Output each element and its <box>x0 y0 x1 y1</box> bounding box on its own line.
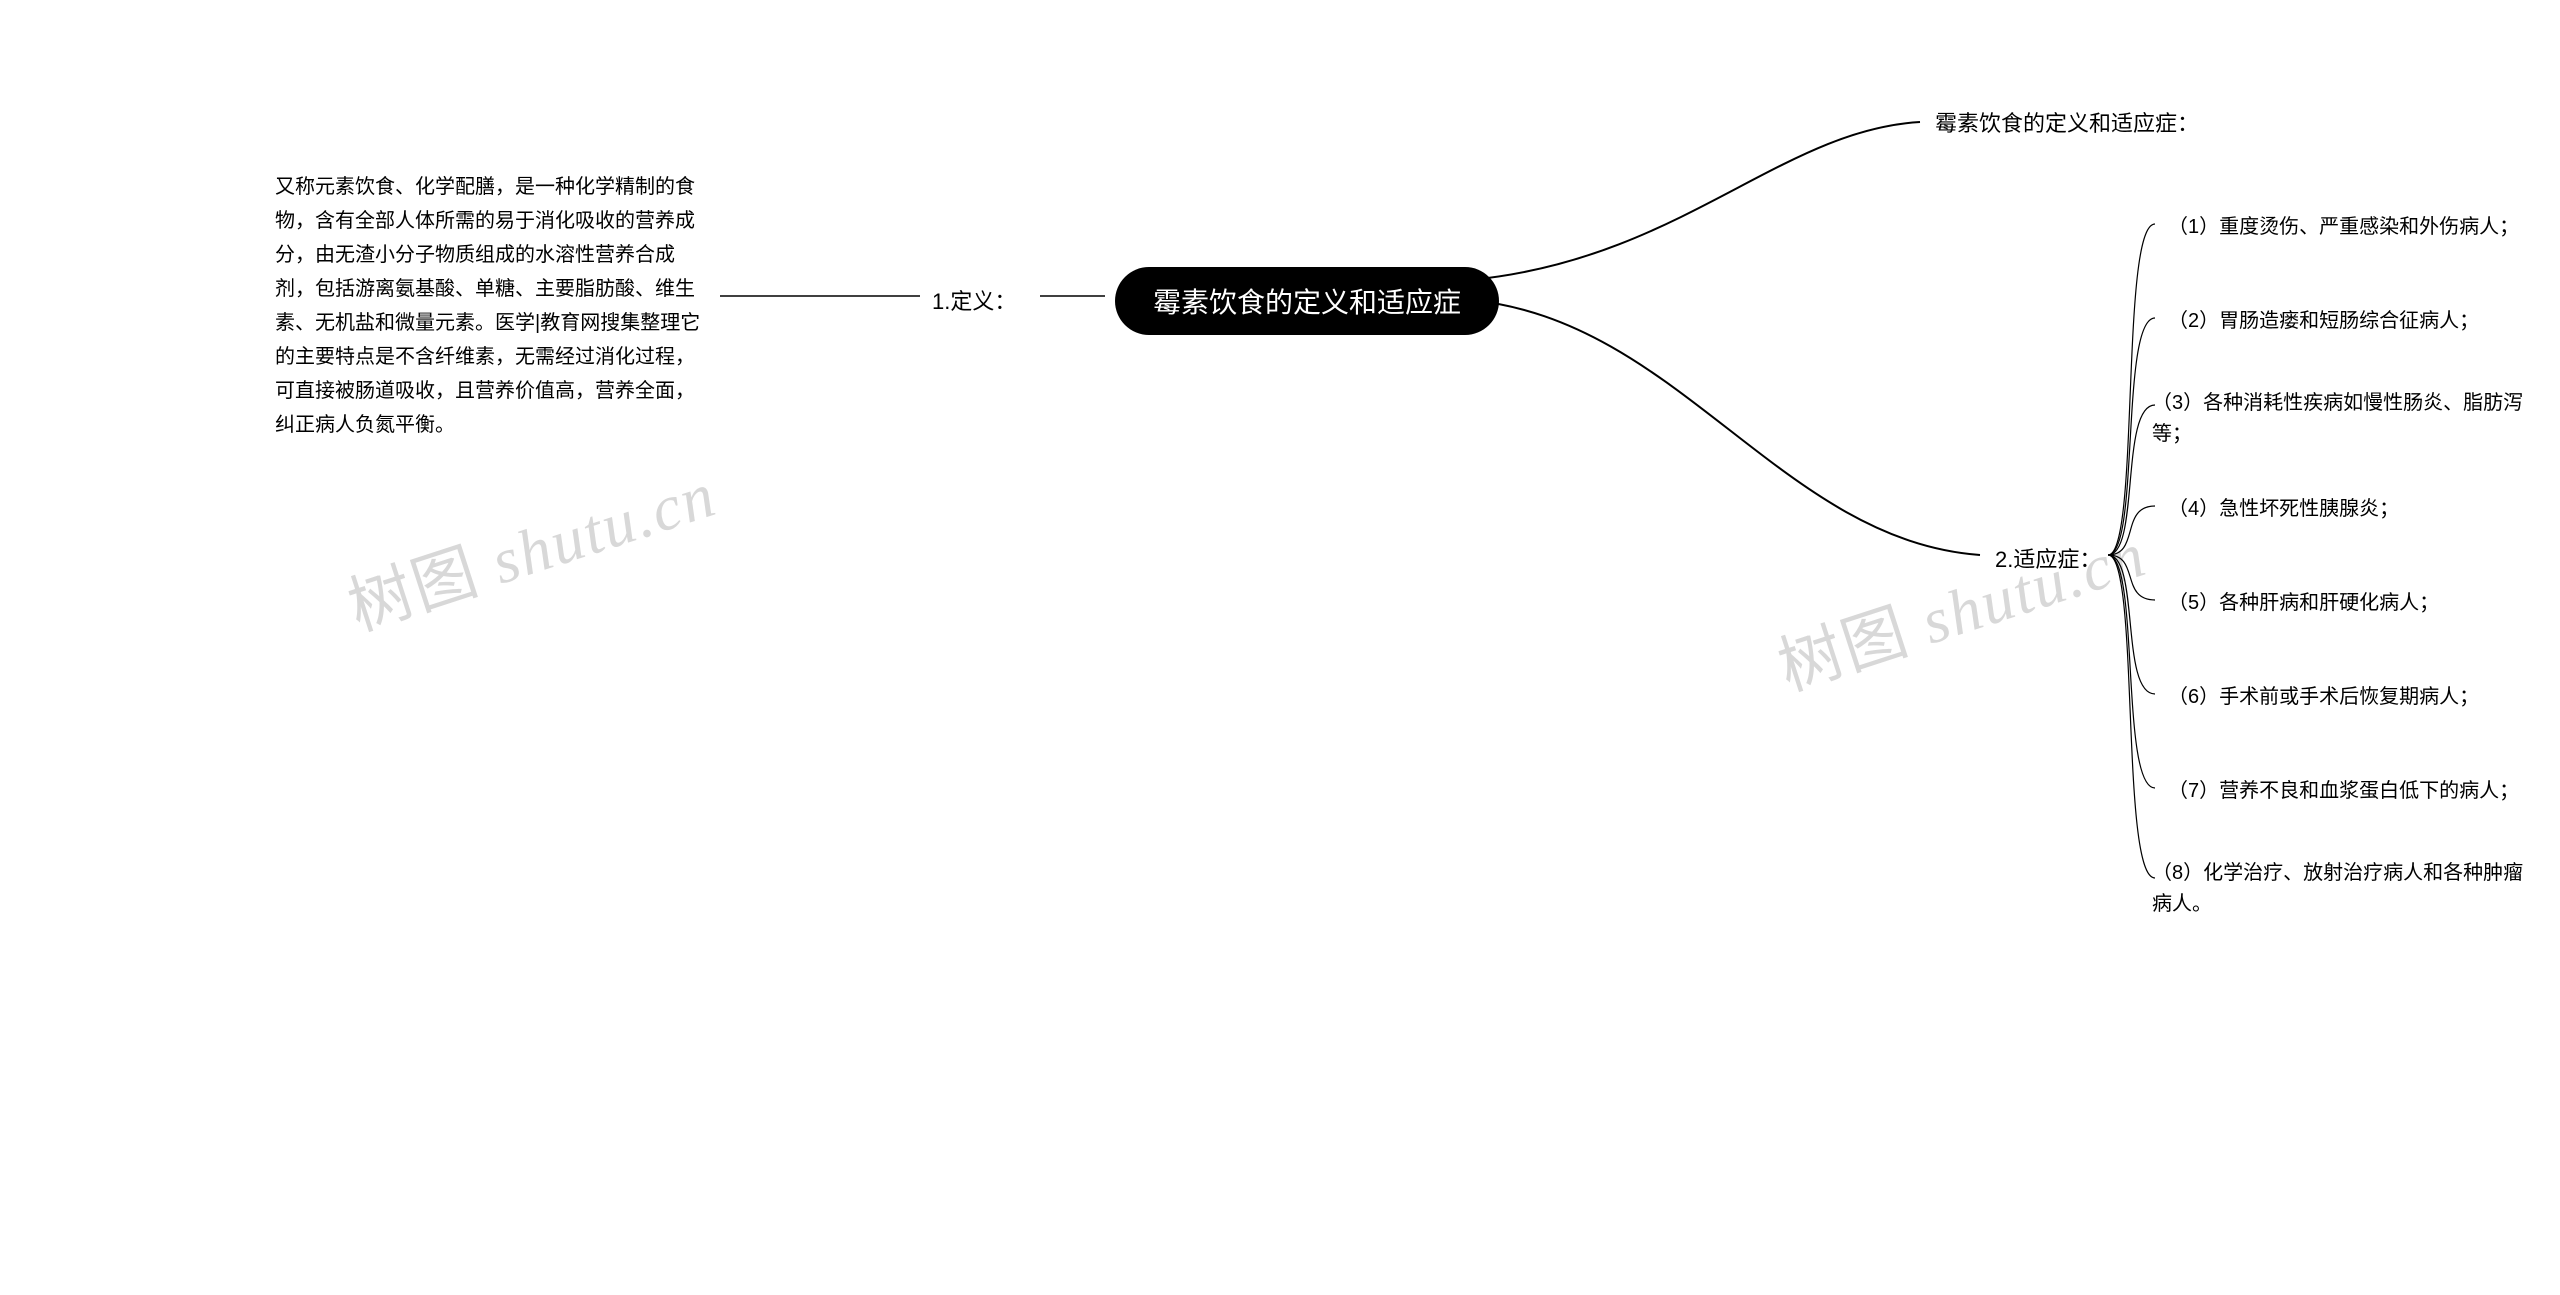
leaf-indication-5: （5）各种肝病和肝硬化病人； <box>2168 588 2439 619</box>
branch-definition-label: 1.定义： <box>932 289 1016 314</box>
leaf-indication-7: （7）营养不良和血浆蛋白低下的病人； <box>2168 776 2519 807</box>
conn-branch-item-6 <box>2108 555 2155 694</box>
leaf-indication-1: （1）重度烫伤、严重感染和外伤病人； <box>2168 212 2519 243</box>
branch-definition[interactable]: 1.定义： <box>932 284 1016 316</box>
leaf-indication-6: （6）手术前或手术后恢复期病人； <box>2168 682 2479 713</box>
conn-branch-item-1 <box>2108 224 2155 555</box>
leaf-indication-4: （4）急性坏死性胰腺炎； <box>2168 494 2399 525</box>
conn-branch-item-7 <box>2108 555 2155 788</box>
root-node[interactable]: 霉素饮食的定义和适应症 <box>1115 267 1499 335</box>
conn-branch-item-4 <box>2108 506 2155 555</box>
conn-branch-item-2 <box>2108 318 2155 555</box>
leaf-indication-2: （2）胃肠造瘘和短肠综合征病人； <box>2168 306 2479 337</box>
conn-root-right-branch <box>1470 300 1980 555</box>
watermark-2: 树图 shutu.cn <box>1765 503 2156 708</box>
conn-branch-item-8 <box>2108 555 2155 878</box>
conn-branch-item-5 <box>2108 555 2155 600</box>
leaf-definition-text: 又称元素饮食、化学配膳，是一种化学精制的食物，含有全部人体所需的易于消化吸收的营… <box>275 170 705 442</box>
conn-root-right-title <box>1470 122 1920 280</box>
root-label: 霉素饮食的定义和适应症 <box>1153 287 1461 318</box>
branch-indications[interactable]: 2.适应症： <box>1995 542 2101 574</box>
branch-indications-label: 2.适应症： <box>1995 547 2101 572</box>
conn-branch-item-3 <box>2108 405 2155 555</box>
leaf-right-title: 霉素饮食的定义和适应症： <box>1935 106 2199 138</box>
watermark-1: 树图 shutu.cn <box>335 443 726 648</box>
leaf-indication-3: （3）各种消耗性疾病如慢性肠炎、脂肪泻等； <box>2152 388 2532 450</box>
leaf-indication-8: （8）化学治疗、放射治疗病人和各种肿瘤病人。 <box>2152 858 2532 920</box>
